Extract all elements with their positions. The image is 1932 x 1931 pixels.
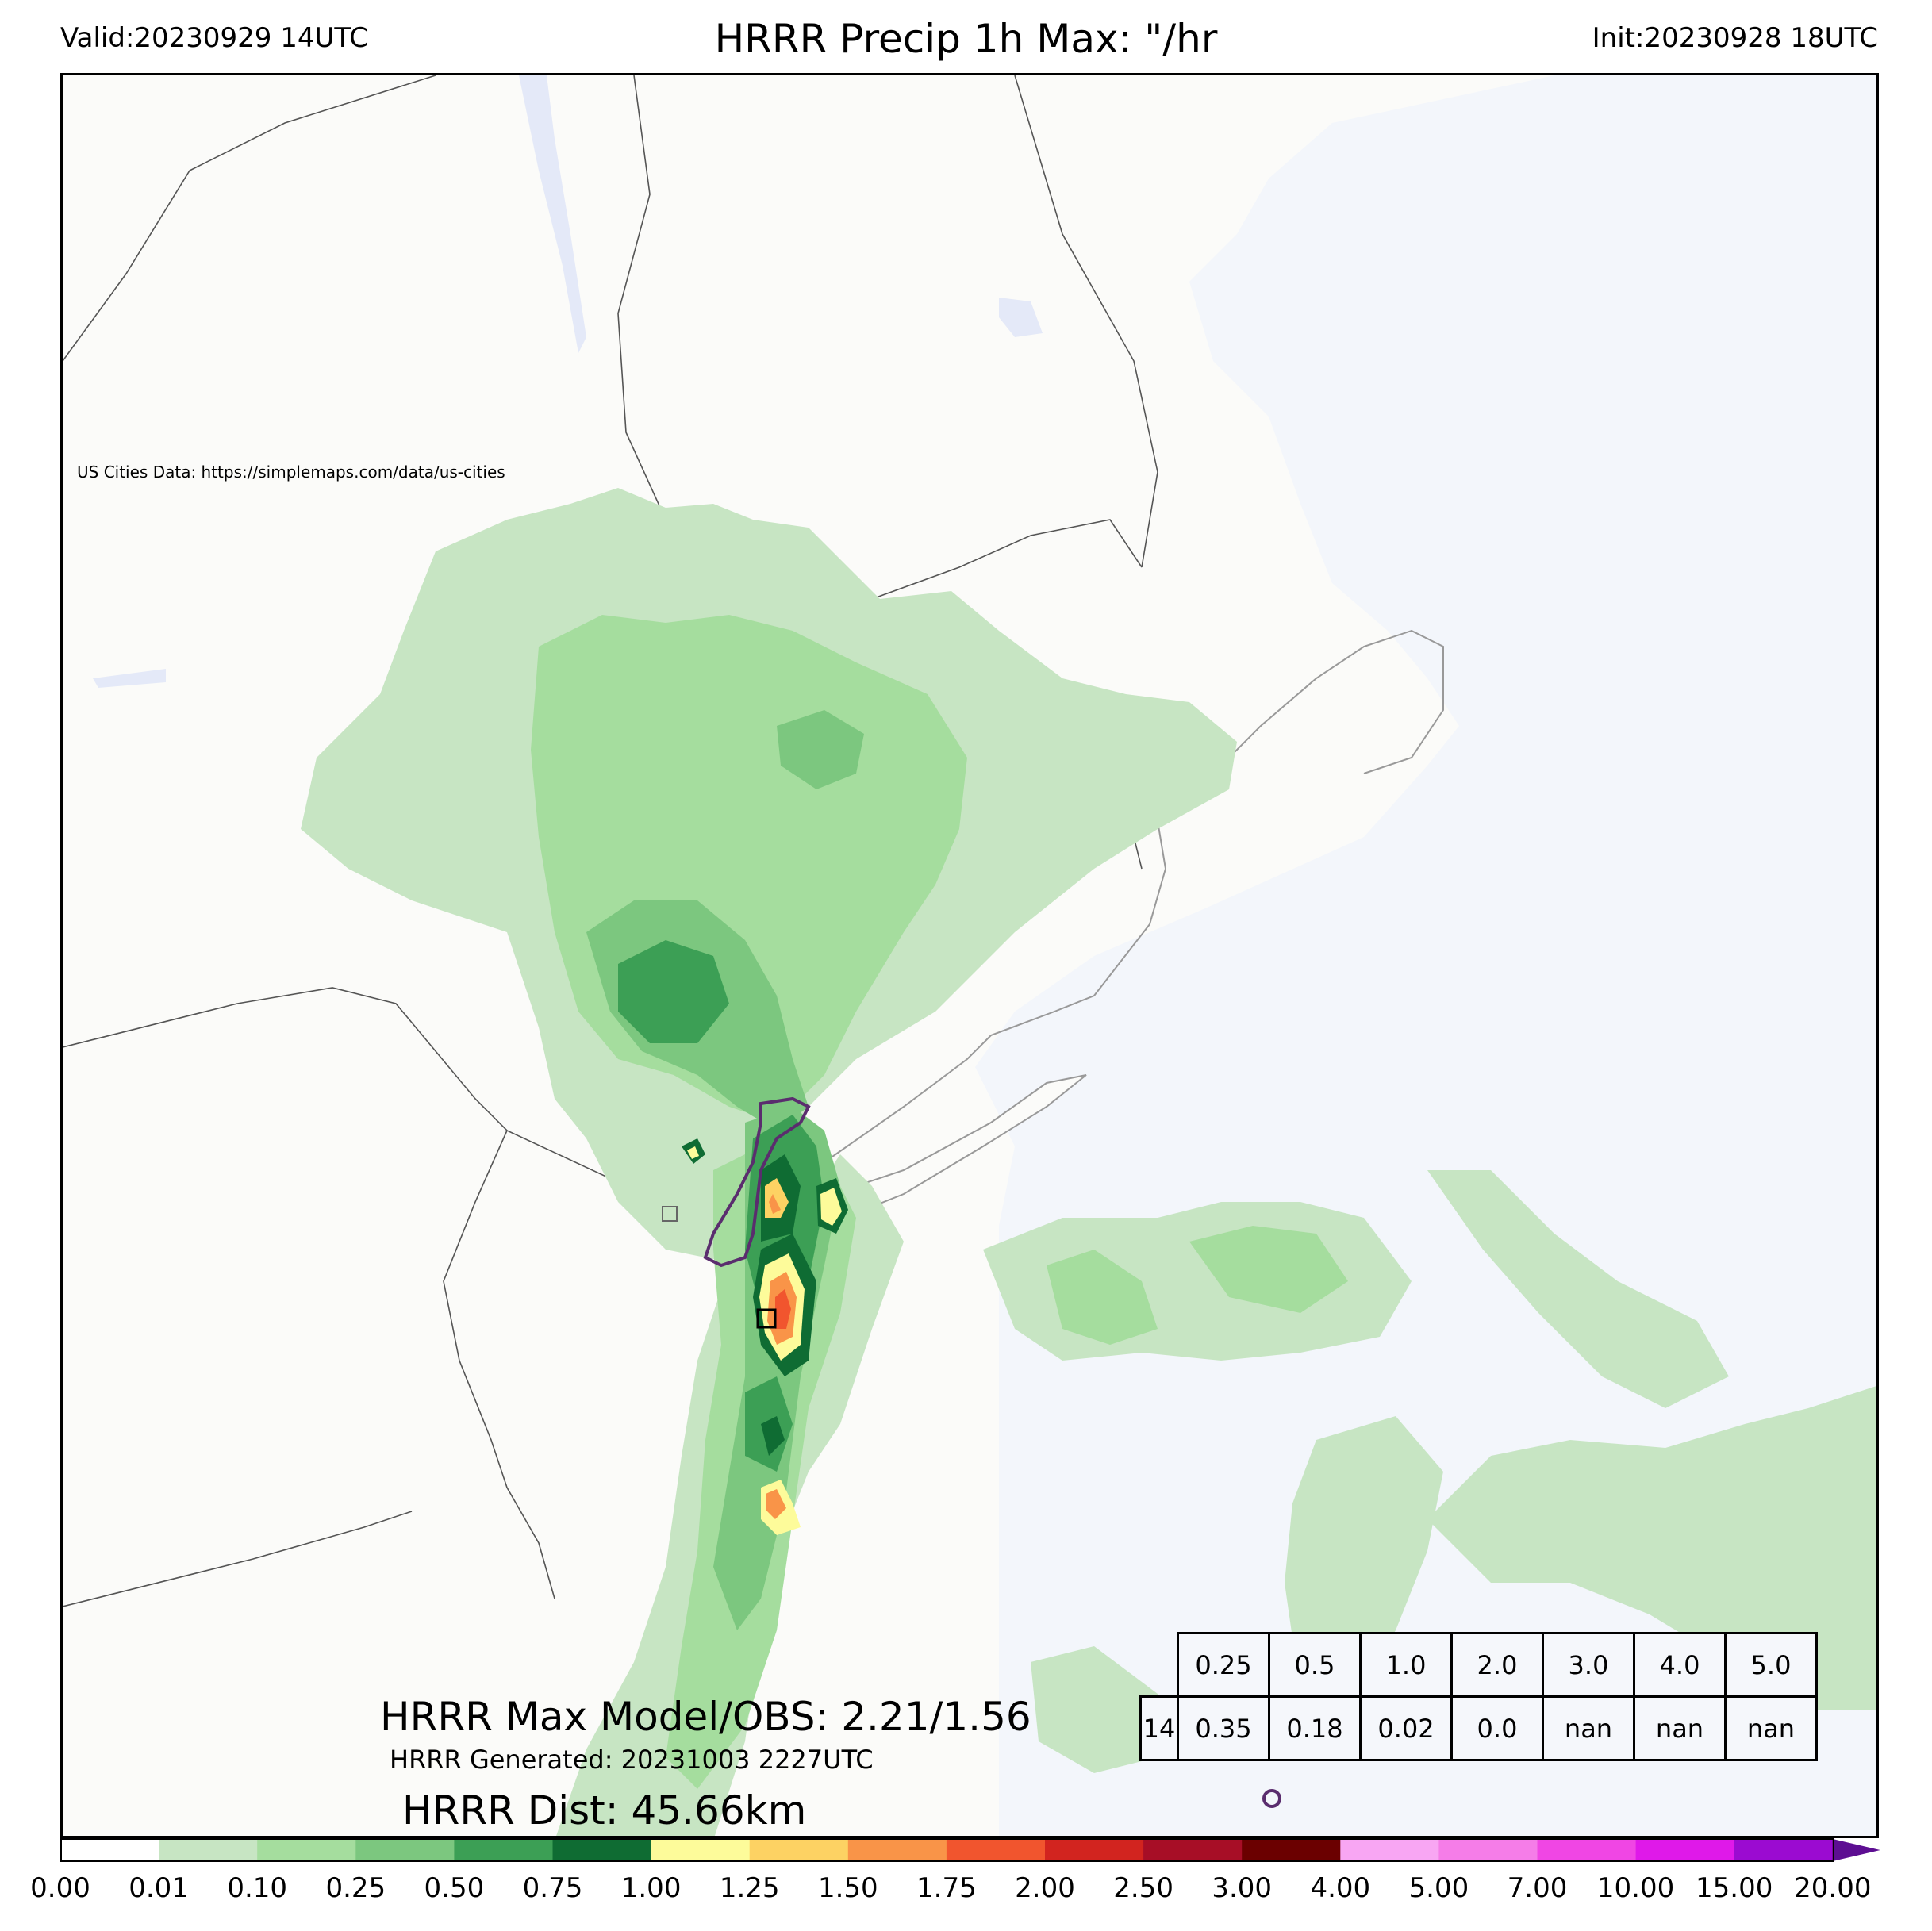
table-header-cell: 4.0 [1633, 1632, 1727, 1698]
colorbar-tick-label: 5.00 [1408, 1872, 1469, 1904]
colorbar-segment [1537, 1839, 1637, 1861]
map-canvas [63, 75, 1876, 1836]
threshold-header-row: 0.25 0.5 1.0 2.0 3.0 4.0 5.0 [1141, 1632, 1818, 1698]
data-credit: US Cities Data: https://simplemaps.com/d… [77, 463, 505, 482]
colorbar-segment [60, 1839, 159, 1861]
colorbar [60, 1838, 1880, 1862]
lake-small-2 [999, 298, 1043, 337]
colorbar-segment [1340, 1839, 1439, 1861]
colorbar-tick-label: 4.00 [1310, 1872, 1371, 1904]
table-corner [1141, 1633, 1178, 1697]
threshold-value-row: 14 0.35 0.18 0.02 0.0 nan nan nan [1139, 1695, 1818, 1761]
colorbar-tick-label: 10.00 [1596, 1872, 1675, 1904]
precip-map[interactable]: US Cities Data: https://simplemaps.com/d… [60, 73, 1879, 1838]
table-header-cell: 3.0 [1542, 1632, 1635, 1698]
table-value-cell: nan [1633, 1695, 1727, 1761]
table-value-cell: nan [1724, 1695, 1818, 1761]
colorbar-tick-label: 0.50 [424, 1872, 485, 1904]
table-value-cell: nan [1542, 1695, 1635, 1761]
colorbar-tick-label: 2.50 [1113, 1872, 1173, 1904]
colorbar-tick-label: 1.25 [719, 1872, 780, 1904]
colorbar-segment [355, 1839, 455, 1861]
table-header-cell: 5.0 [1724, 1632, 1818, 1698]
colorbar-segment [1734, 1839, 1834, 1861]
colorbar-tick-label: 0.25 [325, 1872, 386, 1904]
colorbar-tick-label: 0.10 [227, 1872, 288, 1904]
table-header-cell: 0.5 [1268, 1632, 1362, 1698]
colorbar-segment [257, 1839, 356, 1861]
table-header-cell: 2.0 [1450, 1632, 1544, 1698]
page-title: HRRR Precip 1h Max: "/hr [714, 16, 1218, 62]
generated-time: HRRR Generated: 20231003 2227UTC [390, 1745, 874, 1775]
obs-contour [703, 1096, 811, 1268]
table-value-cell: 0.18 [1268, 1695, 1362, 1761]
colorbar-tick-label: 1.75 [916, 1872, 977, 1904]
valid-time: Valid:20230929 14UTC [60, 22, 368, 54]
table-header-cell: 1.0 [1359, 1632, 1453, 1698]
table-row-label: 14 [1139, 1695, 1179, 1761]
colorbar-segment [159, 1839, 258, 1861]
max-model-box [756, 1308, 777, 1329]
colorbar-segment [946, 1839, 1046, 1861]
init-time: Init:20230928 18UTC [1592, 22, 1878, 54]
colorbar-tick-label: 0.75 [522, 1872, 583, 1904]
colorbar-tick-label: 7.00 [1507, 1872, 1568, 1904]
lake-champlain [519, 75, 586, 353]
colorbar-tick-label: 3.00 [1212, 1872, 1273, 1904]
colorbar-tick-label: 20.00 [1794, 1872, 1872, 1904]
table-value-cell: 0.35 [1177, 1695, 1270, 1761]
colorbar-tick-label: 0.01 [129, 1872, 189, 1904]
colorbar-segment [749, 1839, 849, 1861]
table-value-cell: 0.02 [1359, 1695, 1453, 1761]
colorbar-tick-label: 0.00 [30, 1872, 90, 1904]
colorbar-segment [1438, 1839, 1538, 1861]
colorbar-ticks: 0.00 0.01 0.10 0.25 0.50 0.75 1.00 1.25 1.50 1.75… [0, 1872, 1932, 1920]
hrrr-distance: HRRR Dist: 45.66km [402, 1787, 807, 1833]
colorbar-segment [1635, 1839, 1735, 1861]
obs-box [662, 1206, 678, 1222]
colorbar-segment [1045, 1839, 1144, 1861]
colorbar-tick-label: 1.50 [817, 1872, 878, 1904]
colorbar-segment [1242, 1839, 1341, 1861]
colorbar-segment [651, 1839, 751, 1861]
colorbar-tick-label: 2.00 [1015, 1872, 1075, 1904]
colorbar-segment [454, 1839, 553, 1861]
colorbar-tick-label: 1.00 [620, 1872, 682, 1904]
colorbar-segment [1143, 1839, 1243, 1861]
table-header-cell: 0.25 [1177, 1632, 1270, 1698]
lake-small [93, 669, 166, 688]
colorbar-extend-arrow [1832, 1839, 1880, 1861]
colorbar-segment [552, 1839, 652, 1861]
obs-contour-small [1262, 1789, 1281, 1808]
state-borders [63, 75, 1158, 1607]
colorbar-outline [60, 1838, 1834, 1862]
colorbar-segment [847, 1839, 947, 1861]
max-model-obs: HRRR Max Model/OBS: 2.21/1.56 [380, 1694, 1031, 1740]
threshold-table: 0.25 0.5 1.0 2.0 3.0 4.0 5.0 14 0.35 0.1… [1139, 1632, 1818, 1761]
table-value-cell: 0.0 [1450, 1695, 1544, 1761]
colorbar-tick-label: 15.00 [1696, 1872, 1773, 1904]
